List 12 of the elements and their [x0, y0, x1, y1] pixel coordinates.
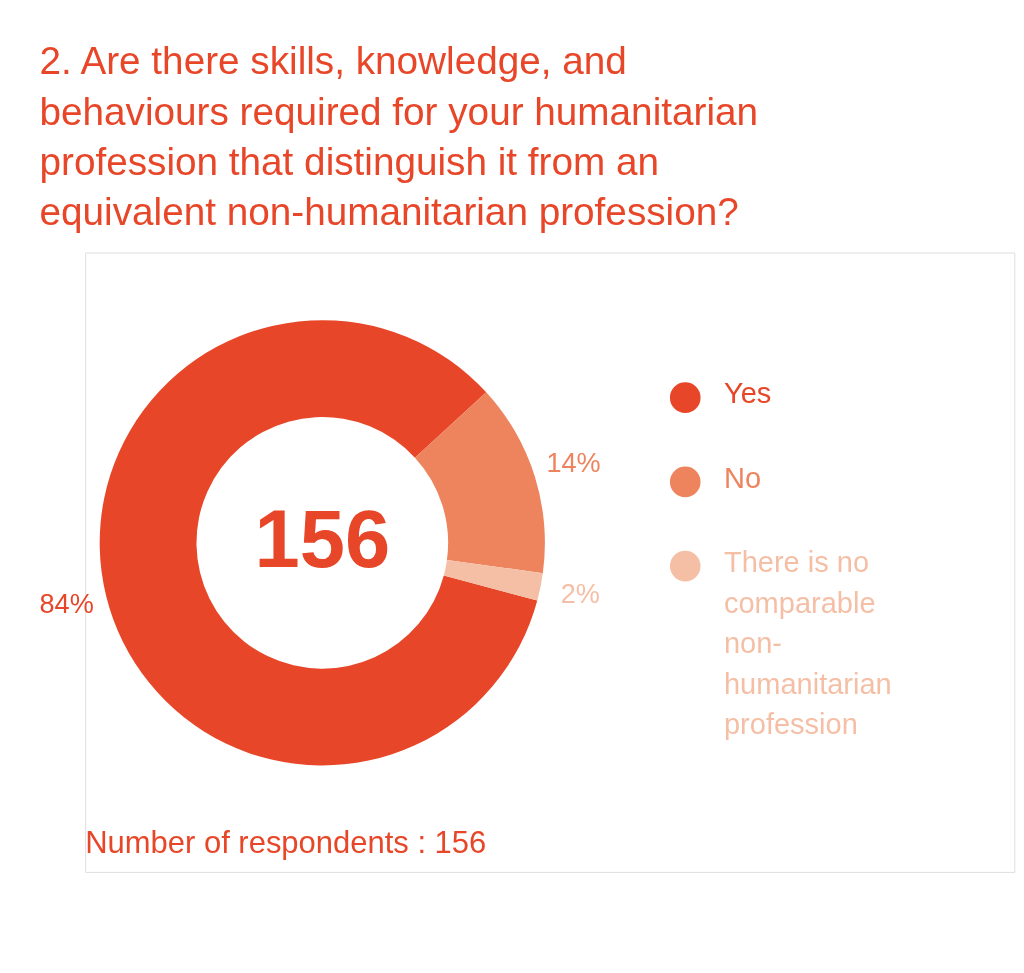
text: 156: [254, 493, 391, 585]
donut-slice: [99, 320, 538, 766]
legend-label: There is no comparable non-humanitarian profession: [723, 545, 892, 741]
text: Number of respondents : 156: [85, 824, 487, 860]
donut-slice: [414, 392, 545, 574]
donut-slice: [443, 559, 543, 601]
legend-label: Yes: [723, 377, 772, 410]
chart-title: 2. Are there skills, knowledge, and behaviours required for your humanitarian profession that distinguish it from an equivalent non-humanitarian profession?: [39, 39, 759, 234]
data-label: 14%: [546, 446, 601, 478]
data-label: 84%: [39, 588, 94, 620]
data-label: 2%: [560, 577, 600, 609]
legend-label: No: [723, 461, 762, 494]
